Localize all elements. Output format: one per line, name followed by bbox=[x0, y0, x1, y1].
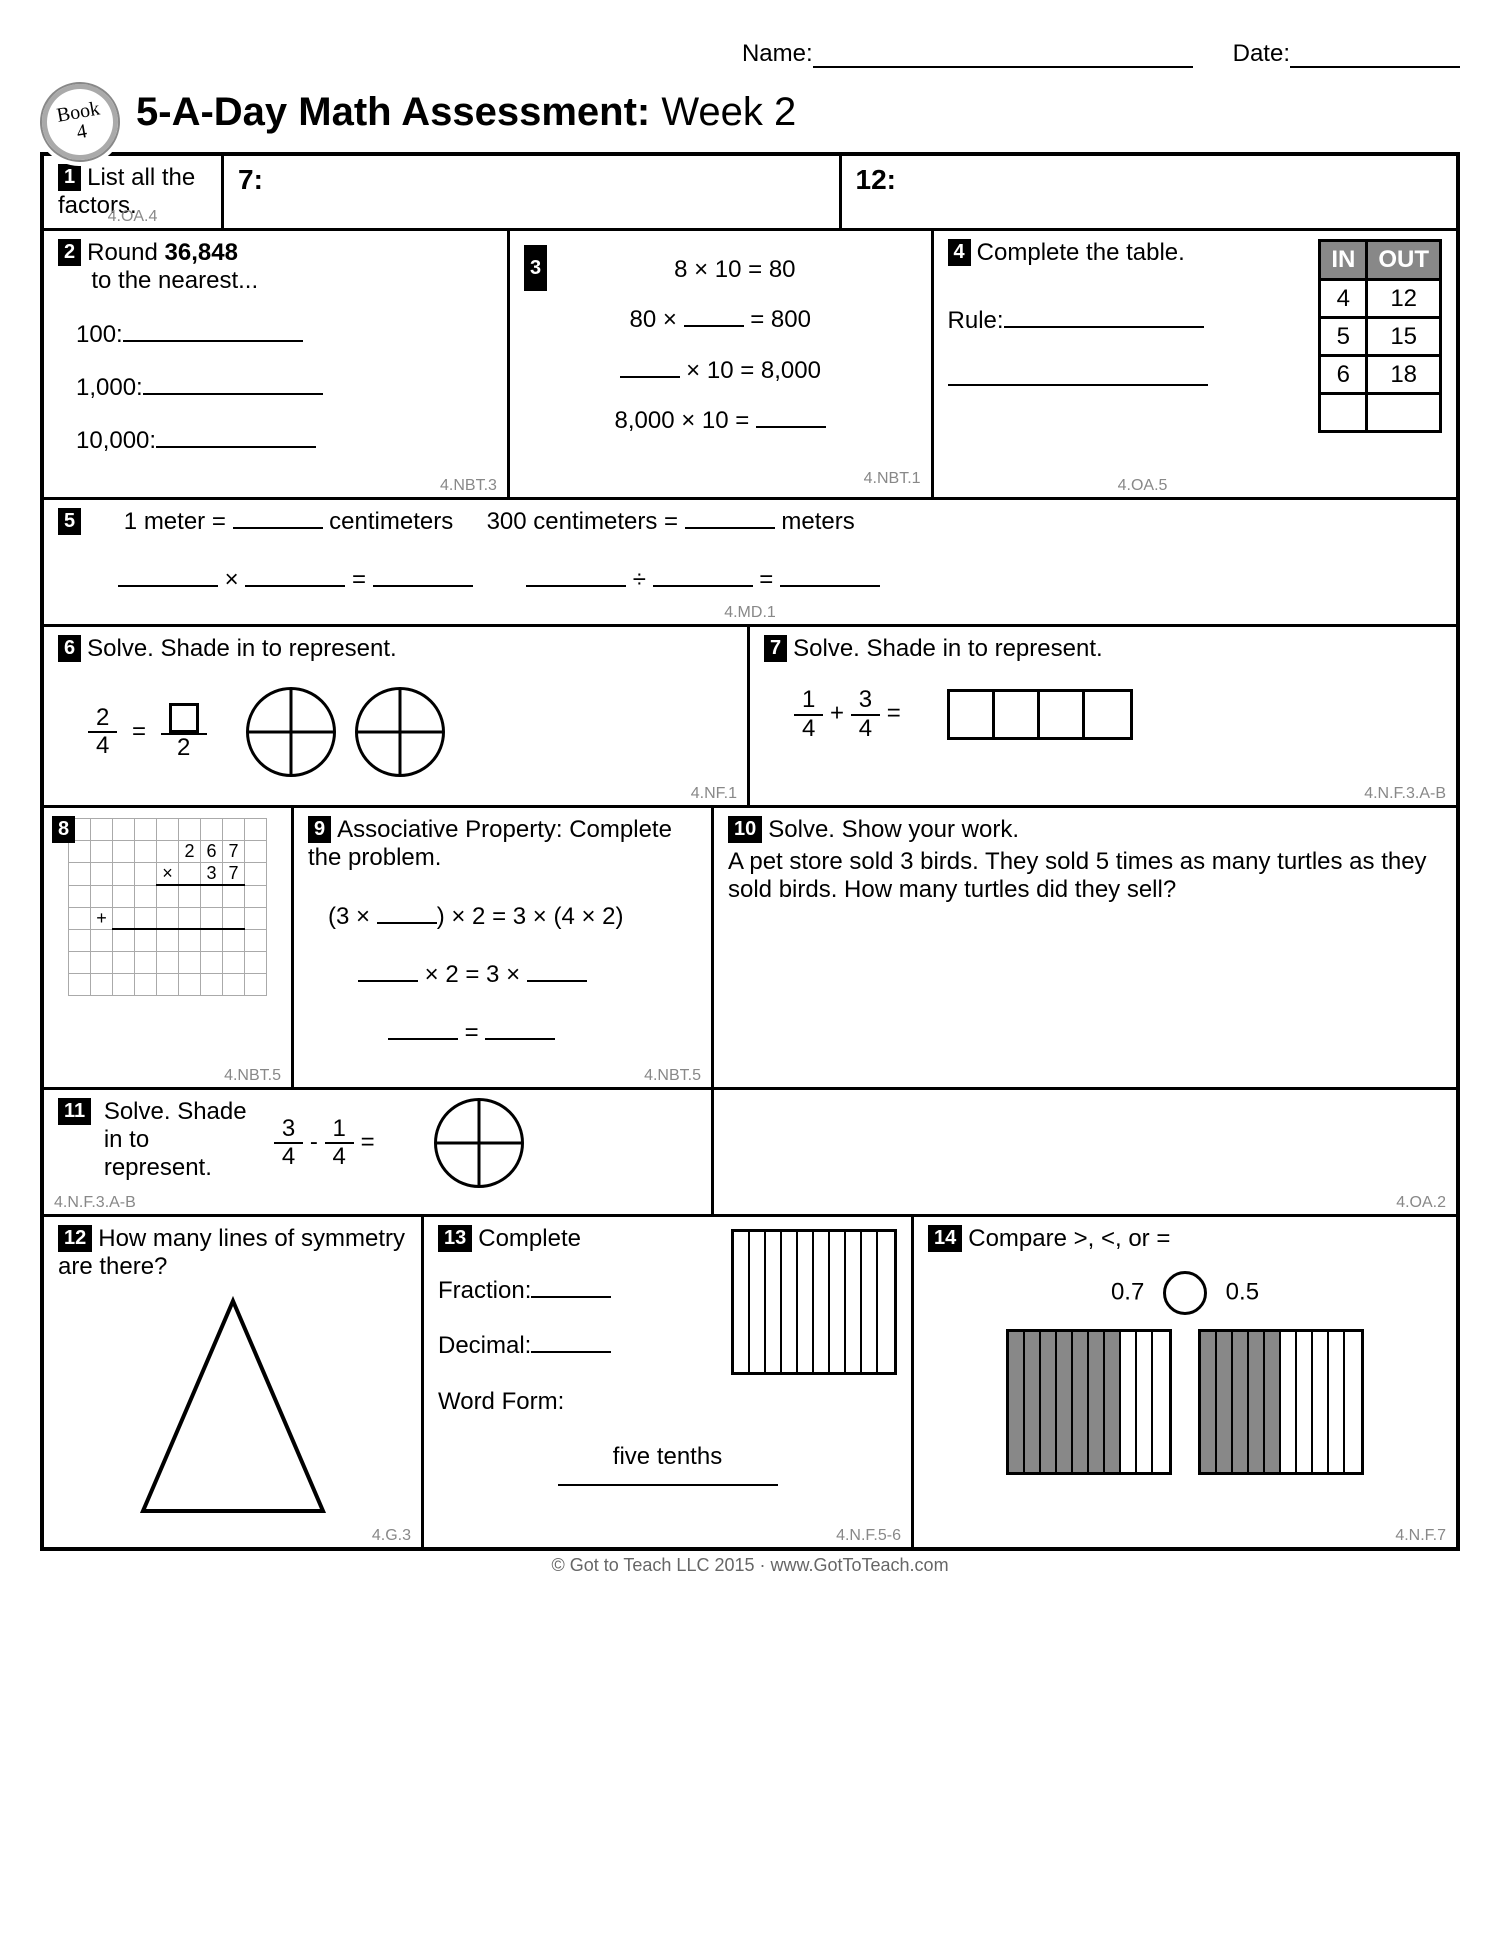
q12-num: 12 bbox=[58, 1225, 92, 1252]
q14-b: 0.5 bbox=[1226, 1279, 1259, 1306]
io-out: OUT bbox=[1367, 241, 1441, 280]
q6-num: 6 bbox=[58, 635, 81, 662]
q14: 14Compare >, <, or = 0.7 0.5 4.N.F.7 bbox=[914, 1217, 1456, 1547]
io-table: INOUT 412 515 618 bbox=[1318, 239, 1442, 433]
q14-bar-b bbox=[1198, 1329, 1364, 1475]
q11-circle[interactable] bbox=[434, 1098, 524, 1188]
q3: 3 8 × 10 = 80 80 × = 800 × 10 = 8,000 8,… bbox=[510, 231, 934, 497]
q14-a: 0.7 bbox=[1111, 1279, 1144, 1306]
q3-blank3[interactable] bbox=[756, 426, 826, 428]
triangle-icon bbox=[123, 1291, 343, 1521]
q8: 8 267 ×37 + 4.NBT.5 bbox=[44, 808, 294, 1087]
q10-t2: A pet store sold 3 birds. They sold 5 ti… bbox=[728, 848, 1442, 904]
q5-std: 4.MD.1 bbox=[724, 604, 776, 622]
q13: 13Complete Fraction: Decimal: Word Form:… bbox=[424, 1217, 914, 1547]
q3-blank1[interactable] bbox=[684, 325, 744, 327]
name-label: Name: bbox=[742, 40, 813, 68]
q13-wf-ans: five tenths bbox=[558, 1429, 778, 1486]
q7-num: 7 bbox=[764, 635, 787, 662]
q6-circle1[interactable] bbox=[246, 687, 336, 777]
q1-num: 1 bbox=[58, 164, 81, 191]
q14-std: 4.N.F.7 bbox=[1395, 1527, 1446, 1545]
q11-num: 11 bbox=[58, 1098, 91, 1125]
q10-t1: Solve. Show your work. bbox=[768, 816, 1019, 843]
q14-num: 14 bbox=[928, 1225, 962, 1252]
q4-rule-blank[interactable] bbox=[1004, 326, 1204, 328]
q13-title: Complete bbox=[478, 1225, 581, 1252]
q7: 7Solve. Shade in to represent. 14 + 34 =… bbox=[750, 627, 1456, 805]
q4: INOUT 412 515 618 4Complete the table. R… bbox=[934, 231, 1456, 497]
header-fields: Name: Date: bbox=[40, 40, 1460, 68]
title-row: Book4 5-A-Day Math Assessment: Week 2 bbox=[40, 72, 1460, 152]
q3-l1: 8 × 10 = 80 bbox=[524, 245, 917, 295]
q7-text: Solve. Shade in to represent. bbox=[793, 635, 1103, 662]
q5-b2[interactable] bbox=[685, 527, 775, 529]
q14-bar-a bbox=[1006, 1329, 1172, 1475]
q5-num: 5 bbox=[58, 508, 81, 535]
q10-std: 4.OA.2 bbox=[1396, 1194, 1446, 1212]
q4-blank2[interactable] bbox=[948, 384, 1208, 386]
q2-num: 2 bbox=[58, 239, 81, 266]
q11-std: 4.N.F.3.A-B bbox=[54, 1194, 136, 1212]
q8-std: 4.NBT.5 bbox=[224, 1067, 281, 1085]
mult-grid[interactable]: 267 ×37 + bbox=[68, 818, 267, 996]
q7-std: 4.N.F.3.A-B bbox=[1364, 785, 1446, 803]
q13-frac-blank[interactable] bbox=[531, 1296, 611, 1298]
q13-std: 4.N.F.5-6 bbox=[836, 1527, 901, 1545]
q1-prompt: 1List all the factors. 4.OA.4 bbox=[44, 156, 224, 228]
q1-b[interactable]: 12: bbox=[842, 156, 1457, 228]
q9: 9Associative Property: Complete the prob… bbox=[294, 808, 714, 1087]
name-blank[interactable] bbox=[813, 66, 1193, 68]
q11: 11 Solve. Shade in to represent. 34 - 14… bbox=[44, 1090, 714, 1214]
q2-blank1[interactable] bbox=[123, 340, 303, 342]
q6-box[interactable] bbox=[169, 703, 199, 733]
q12-text: How many lines of symmetry are there? bbox=[58, 1225, 405, 1280]
q6-circle2[interactable] bbox=[355, 687, 445, 777]
q6-text: Solve. Shade in to represent. bbox=[87, 635, 397, 662]
q9-text: Associative Property: Complete the probl… bbox=[308, 816, 672, 871]
q6: 6Solve. Shade in to represent. 24 = 2 4.… bbox=[44, 627, 750, 805]
q1-std: 4.OA.4 bbox=[108, 208, 158, 226]
io-in: IN bbox=[1320, 241, 1367, 280]
q10-num: 10 bbox=[728, 816, 762, 843]
q11-text: Solve. Shade in to represent. bbox=[104, 1098, 254, 1182]
date-label: Date: bbox=[1233, 40, 1290, 68]
q3-num: 3 bbox=[524, 245, 547, 291]
q10-work[interactable]: 4.OA.2 bbox=[714, 1090, 1456, 1214]
page-title: 5-A-Day Math Assessment: Week 2 bbox=[136, 90, 796, 135]
q12: 12How many lines of symmetry are there? … bbox=[44, 1217, 424, 1547]
worksheet-grid: 1List all the factors. 4.OA.4 7: 12: 2Ro… bbox=[40, 152, 1460, 1551]
q2: 2Round 36,848 to the nearest... 100: 1,0… bbox=[44, 231, 510, 497]
q1-a[interactable]: 7: bbox=[224, 156, 842, 228]
q9-std: 4.NBT.5 bbox=[644, 1067, 701, 1085]
q13-num: 13 bbox=[438, 1225, 472, 1252]
q14-text: Compare >, <, or = bbox=[968, 1225, 1170, 1252]
q3-std: 4.NBT.1 bbox=[864, 462, 921, 496]
q2-blank3[interactable] bbox=[156, 446, 316, 448]
q10: 10Solve. Show your work. A pet store sol… bbox=[714, 808, 1456, 1087]
q9-num: 9 bbox=[308, 816, 331, 843]
q3-blank2[interactable] bbox=[620, 376, 680, 378]
q8-num: 8 bbox=[52, 816, 75, 843]
date-blank[interactable] bbox=[1290, 66, 1460, 68]
q4-num: 4 bbox=[948, 239, 971, 266]
q7-bar[interactable] bbox=[947, 689, 1133, 740]
q4-text: Complete the table. bbox=[977, 239, 1185, 266]
q2-std: 4.NBT.3 bbox=[440, 477, 497, 495]
q2-blank2[interactable] bbox=[143, 393, 323, 395]
q4-std: 4.OA.5 bbox=[1118, 477, 1168, 495]
worksheet-page: Name: Date: Book4 5-A-Day Math Assessmen… bbox=[40, 40, 1460, 1576]
q5-b1[interactable] bbox=[233, 527, 323, 529]
footer: © Got to Teach LLC 2015 · www.GotToTeach… bbox=[40, 1555, 1460, 1576]
q13-dec-blank[interactable] bbox=[531, 1351, 611, 1353]
q13-tenths bbox=[731, 1229, 897, 1375]
q12-std: 4.G.3 bbox=[372, 1527, 411, 1545]
q6-std: 4.NF.1 bbox=[691, 785, 737, 803]
q5: 5 1 meter = centimeters 300 centimeters … bbox=[44, 500, 1456, 624]
q14-compare[interactable] bbox=[1163, 1271, 1207, 1315]
